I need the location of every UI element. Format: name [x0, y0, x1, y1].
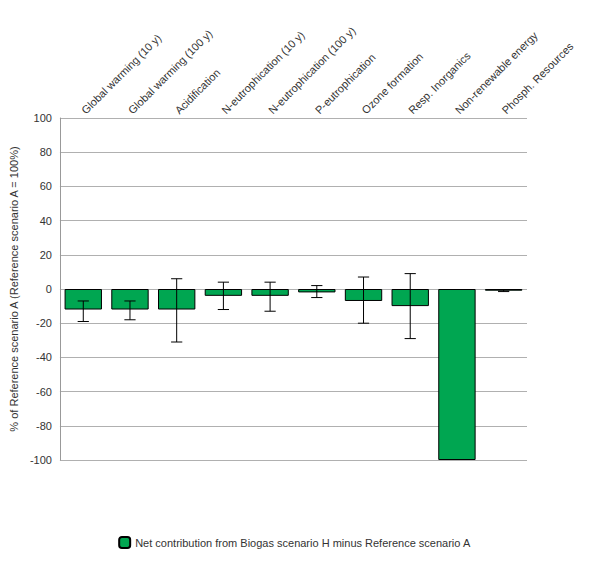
svg-text:20: 20	[40, 249, 52, 261]
svg-text:60: 60	[40, 180, 52, 192]
svg-text:-60: -60	[36, 386, 52, 398]
svg-text:% of Reference scenario A (Ref: % of Reference scenario A (Reference sce…	[8, 146, 20, 431]
svg-text:N-eutrophication (10 y): N-eutrophication (10 y)	[219, 29, 306, 116]
svg-text:Global warming (100 y): Global warming (100 y)	[126, 27, 215, 116]
svg-text:Phosph. Resources: Phosph. Resources	[499, 40, 576, 117]
svg-text:80: 80	[40, 146, 52, 158]
svg-text:0: 0	[46, 283, 52, 295]
svg-text:Resp. Inorganics: Resp. Inorganics	[406, 49, 473, 117]
svg-text:Non-renewable energy: Non-renewable energy	[453, 29, 540, 116]
svg-text:Ozone formation: Ozone formation	[359, 50, 426, 117]
svg-text:N-eutrophication (100 y): N-eutrophication (100 y)	[266, 24, 358, 116]
svg-text:Acidification: Acidification	[172, 66, 222, 116]
svg-text:-80: -80	[36, 420, 52, 432]
svg-text:100: 100	[34, 112, 52, 124]
svg-text:Net contribution from Biogas s: Net contribution from Biogas scenario H …	[135, 537, 471, 549]
svg-text:-100: -100	[30, 454, 52, 466]
svg-text:P-eutrophication: P-eutrophication	[312, 51, 378, 117]
svg-text:-40: -40	[36, 351, 52, 363]
svg-text:40: 40	[40, 215, 52, 227]
svg-text:Global warming (10 y): Global warming (10 y)	[79, 32, 163, 116]
svg-text:-20: -20	[36, 317, 52, 329]
